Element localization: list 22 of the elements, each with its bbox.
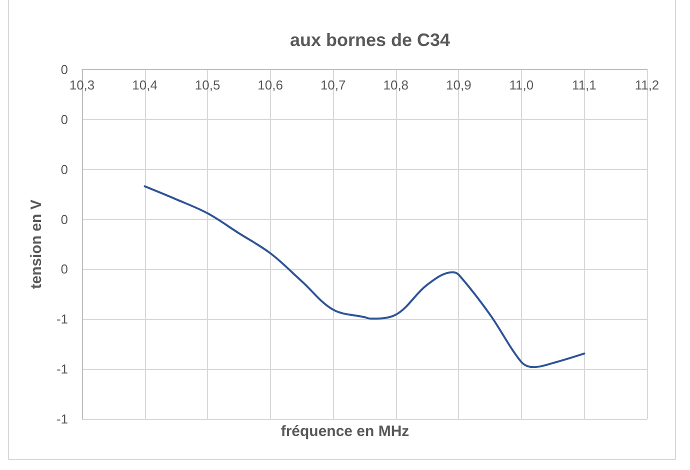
x-tick-label: 10,8	[383, 78, 409, 92]
x-axis-title: fréquence en MHz	[280, 423, 410, 440]
y-tick-label: -1	[56, 362, 68, 377]
x-tick-label: 10,7	[320, 78, 346, 92]
y-tick-label: 0	[60, 62, 68, 77]
x-tick-label: 11,1	[572, 78, 596, 92]
x-tick-label: 11,0	[509, 78, 534, 92]
x-tick-label: 10,5	[194, 78, 220, 92]
x-tick-label: 10,9	[446, 78, 472, 92]
x-tick-label: 10,6	[258, 78, 283, 92]
chart-title: aux bornes de C34	[290, 30, 450, 50]
x-tick-label: 10,3	[69, 78, 95, 92]
y-tick-label: 0	[60, 112, 68, 127]
y-tick-label: 0	[60, 262, 68, 277]
x-tick-label: 11,2	[634, 78, 660, 92]
y-axis-title: tension en V	[28, 200, 45, 289]
y-tick-label: 0	[60, 212, 68, 227]
y-tick-label: 0	[60, 162, 68, 177]
y-tick-label: -1	[56, 312, 68, 327]
line-series	[144, 185, 586, 368]
x-tick-label: 10,4	[132, 78, 158, 92]
y-tick-label: -1	[56, 412, 68, 426]
